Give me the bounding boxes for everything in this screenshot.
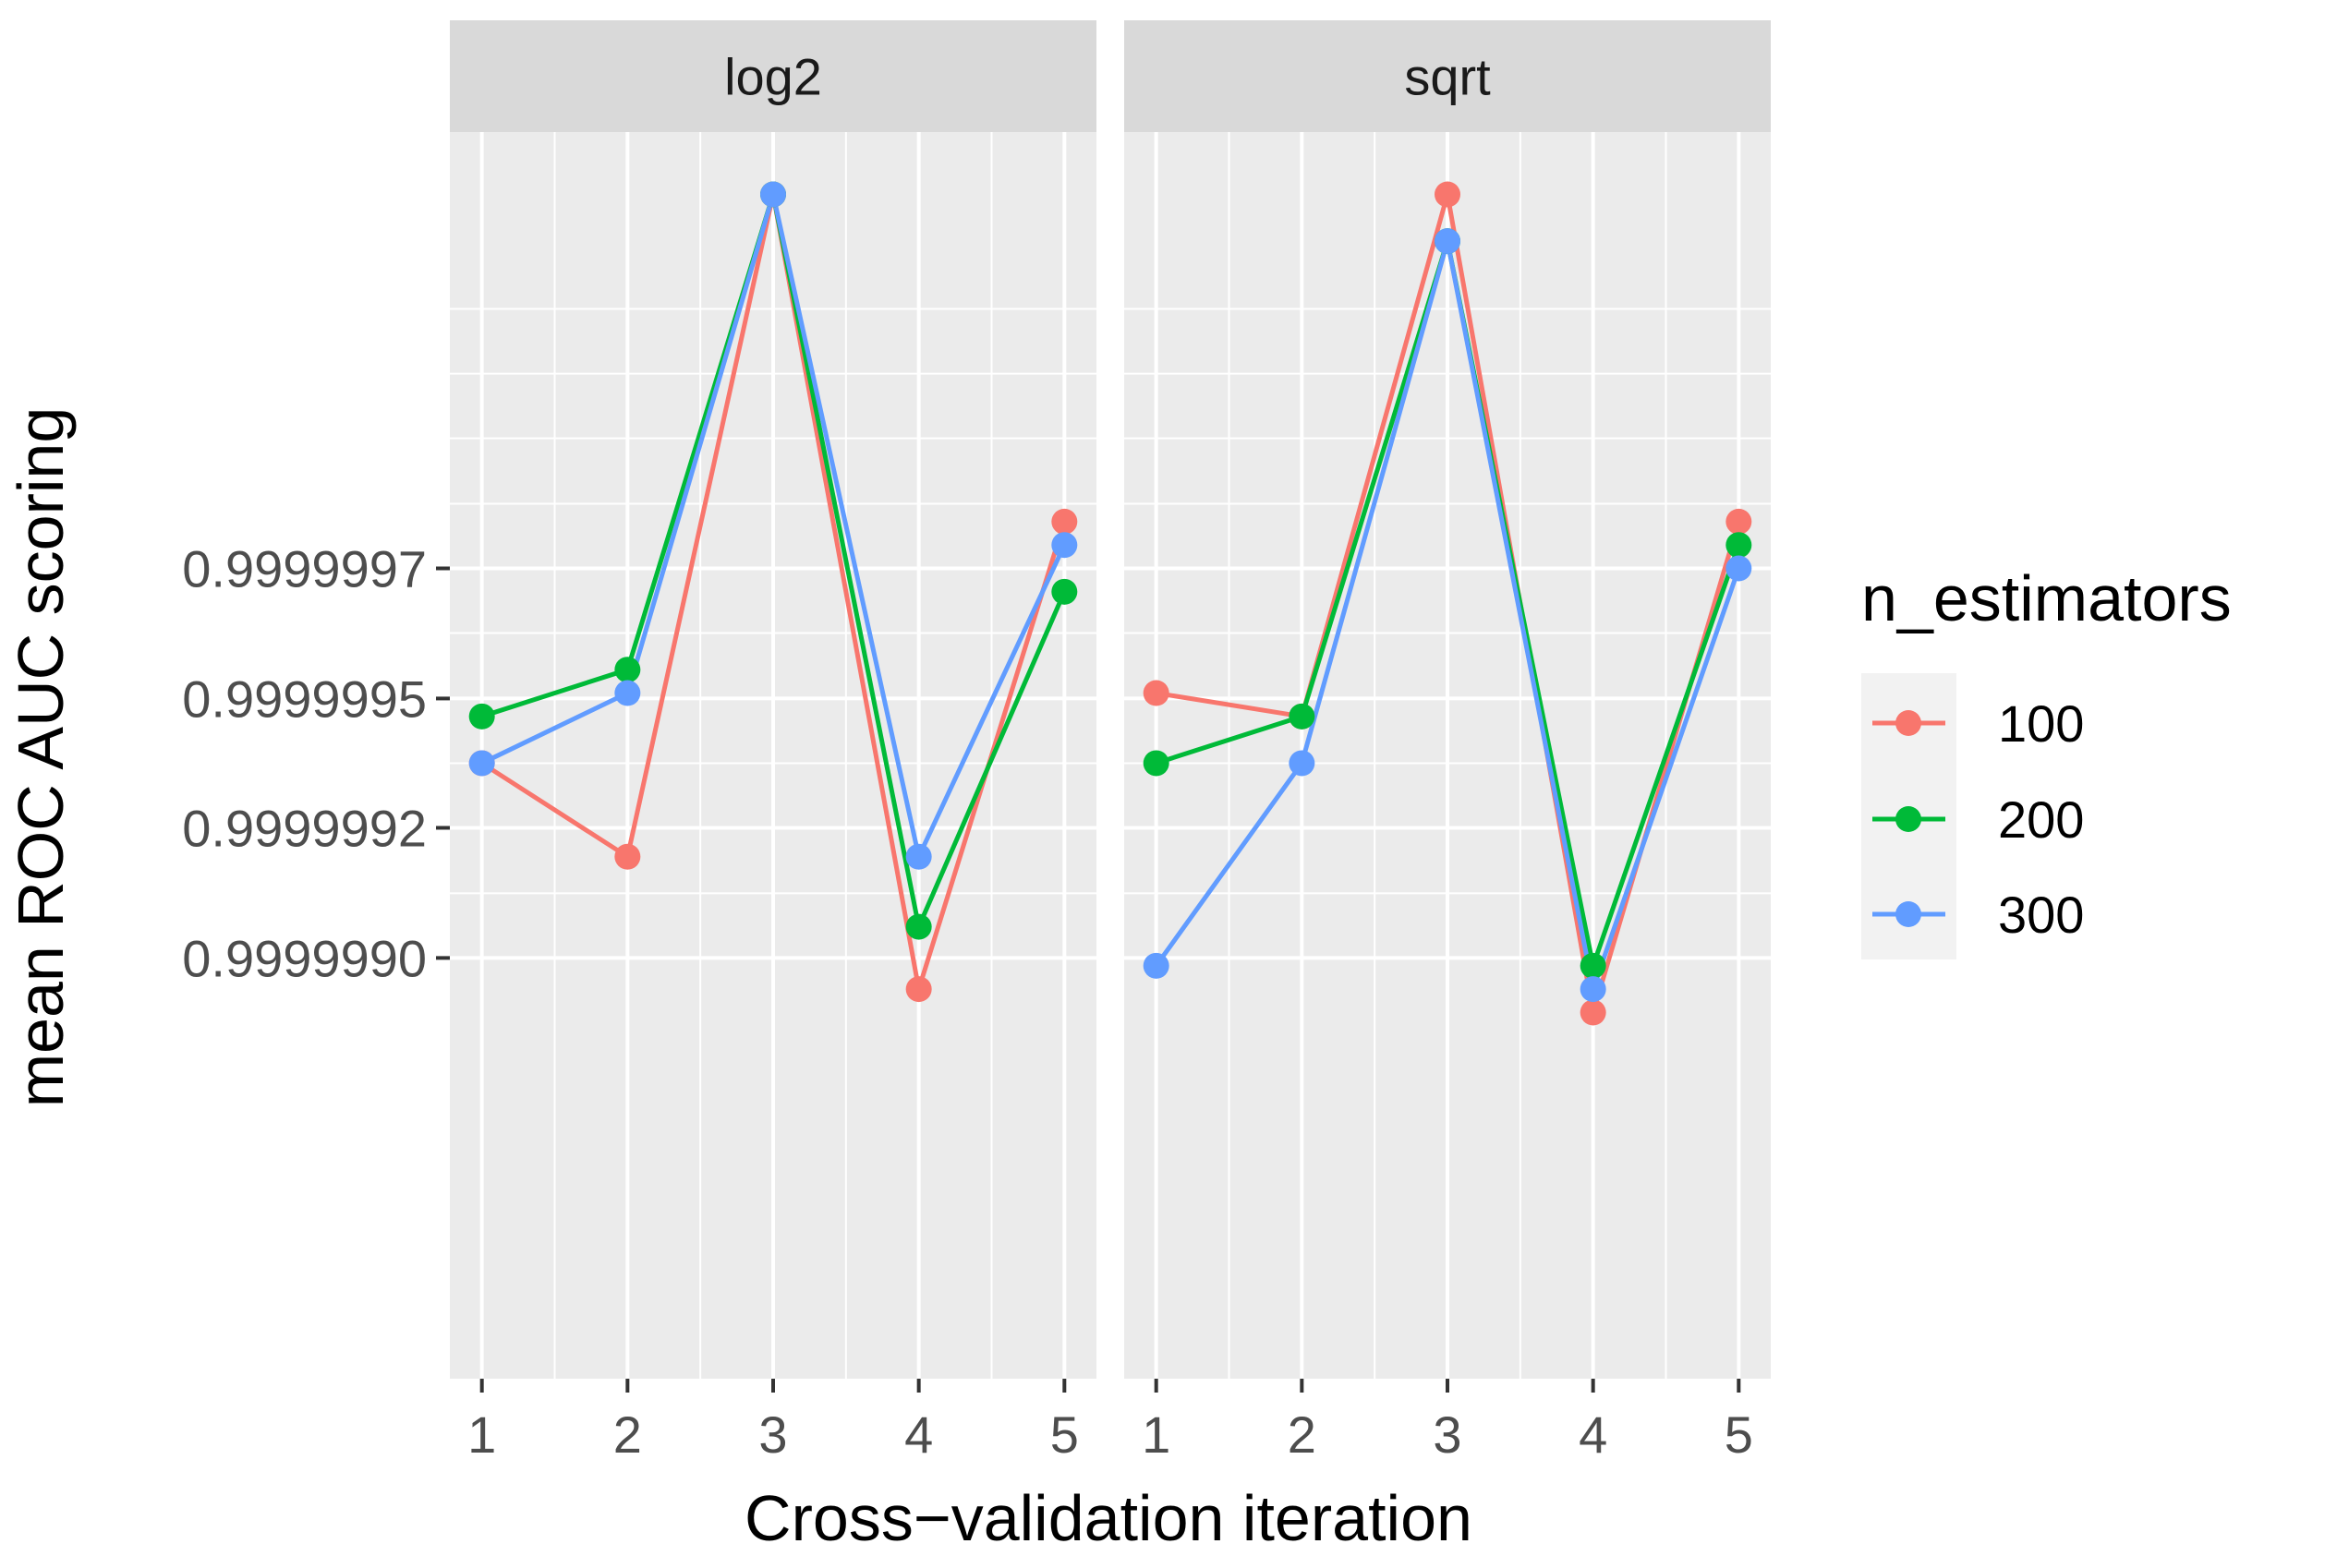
data-point-200	[1580, 952, 1606, 979]
data-point-300	[1289, 750, 1315, 777]
data-point-100	[905, 976, 932, 1003]
y-tick-label: 0.9999992	[182, 799, 427, 857]
data-point-100	[1051, 508, 1078, 535]
facet-strip-label: sqrt	[1404, 48, 1491, 106]
data-point-200	[1725, 532, 1752, 559]
data-point-300	[1051, 532, 1078, 559]
data-point-300	[760, 181, 786, 208]
y-tick-label: 0.9999997	[182, 540, 427, 598]
data-point-100	[1143, 680, 1169, 706]
x-tick-label: 4	[1579, 1405, 1607, 1464]
y-tick-label: 0.9999995	[182, 669, 427, 728]
facet-panel-sqrt: sqrt	[1124, 20, 1771, 1379]
data-point-300	[468, 750, 495, 777]
legend-key-point	[1895, 806, 1921, 832]
y-tick-label: 0.9999990	[182, 929, 427, 987]
x-tick-label: 5	[1050, 1405, 1079, 1464]
data-point-300	[1725, 555, 1752, 582]
x-tick-label: 2	[613, 1405, 642, 1464]
legend-label: 200	[1998, 790, 2084, 849]
data-point-300	[1435, 228, 1460, 255]
data-point-300	[1143, 952, 1169, 979]
data-point-100	[1580, 999, 1606, 1026]
facet-strip-label: log2	[724, 48, 822, 106]
legend: n_estimators 100 200 300	[1861, 562, 2232, 959]
data-point-200	[1143, 750, 1169, 777]
legend-label: 300	[1998, 886, 2084, 944]
x-tick-label: 1	[467, 1405, 496, 1464]
x-tick-label: 4	[904, 1405, 933, 1464]
x-axis-title: Cross−validation iteration	[745, 1482, 1472, 1554]
legend-item-100: 100	[1872, 694, 2084, 753]
x-tick-label: 2	[1288, 1405, 1316, 1464]
data-point-200	[1051, 578, 1078, 605]
data-point-200	[905, 913, 932, 940]
legend-item-200: 200	[1872, 790, 2084, 849]
facet-strip-log2	[450, 20, 1096, 132]
x-tick-label: 3	[758, 1405, 787, 1464]
data-point-200	[614, 657, 641, 683]
data-point-100	[614, 843, 641, 870]
data-point-300	[905, 843, 932, 870]
data-point-100	[1435, 181, 1460, 208]
x-tick-label: 3	[1433, 1405, 1461, 1464]
y-axis: 0.9999990 0.9999992 0.9999995 0.9999997	[182, 540, 450, 987]
data-point-100	[1725, 508, 1752, 535]
x-axis: 1 2 3 4 5 1 2 3 4 5	[467, 1379, 1753, 1464]
legend-label: 100	[1998, 694, 2084, 753]
legend-item-300: 300	[1872, 886, 2084, 944]
data-point-200	[1289, 703, 1315, 730]
x-tick-label: 1	[1142, 1405, 1170, 1464]
facet-strip-sqrt	[1124, 20, 1771, 132]
data-point-200	[468, 703, 495, 730]
legend-key-point	[1895, 901, 1921, 927]
facet-panel-log2: log2	[450, 20, 1096, 1379]
x-tick-label: 5	[1725, 1405, 1753, 1464]
data-point-300	[614, 680, 641, 706]
y-axis-title: mean ROC AUC scoring	[5, 407, 77, 1108]
legend-title: n_estimators	[1861, 562, 2232, 634]
data-point-300	[1580, 976, 1606, 1003]
legend-key-point	[1895, 710, 1921, 736]
